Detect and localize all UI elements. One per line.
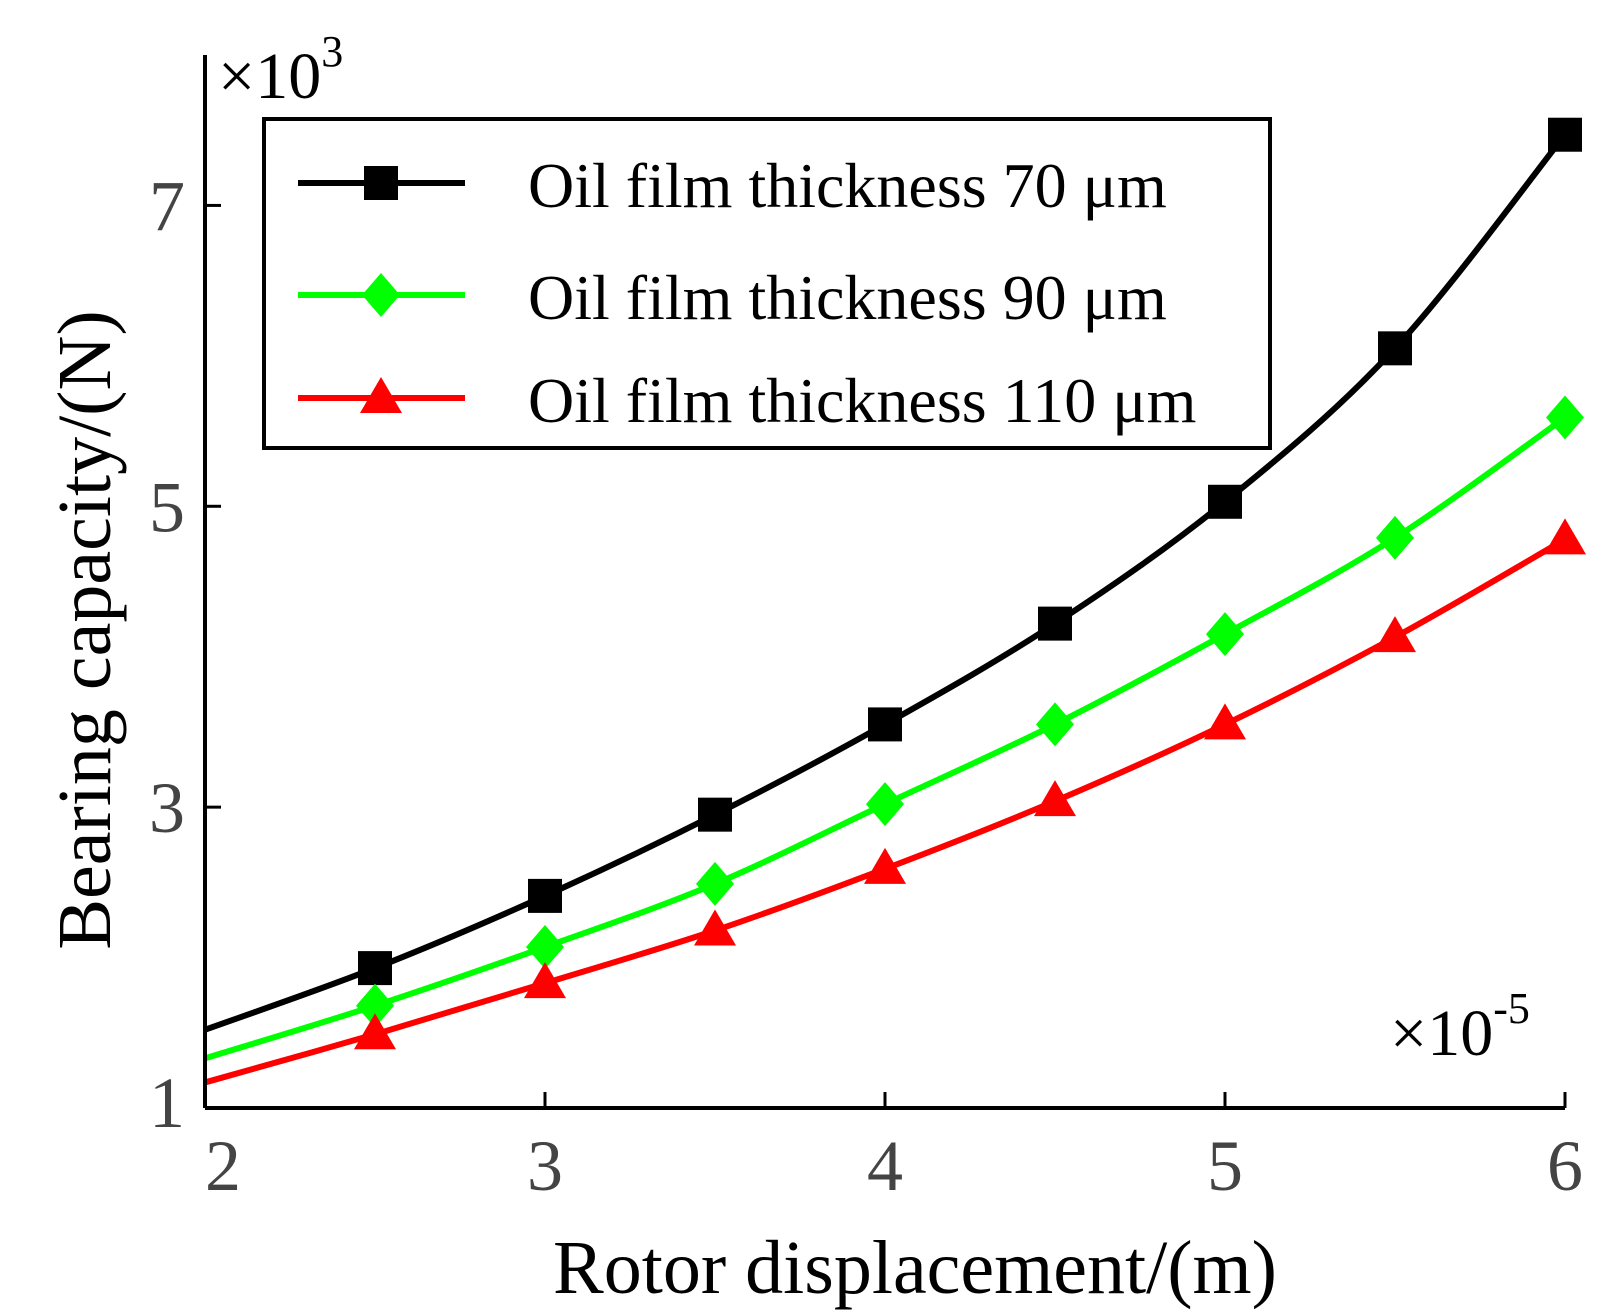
series-3-point-3 — [694, 909, 736, 946]
x-tick-label: 5 — [1207, 1126, 1243, 1206]
legend-label-3: Oil film thickness 110 μm — [528, 365, 1196, 436]
legend-box — [262, 117, 1272, 450]
y-multiplier-exponent: 3 — [321, 27, 343, 76]
series-line-1 — [203, 132, 1568, 1033]
series-2-point-3 — [696, 861, 734, 906]
series-1-point-4 — [868, 707, 902, 742]
y-tick-label: 5 — [149, 467, 185, 547]
y-tick-label: 7 — [149, 166, 185, 246]
y-tick-label: 3 — [149, 768, 185, 848]
legend-marker-1 — [364, 166, 398, 200]
series-3-point-1 — [354, 1013, 396, 1050]
series-1-point-7 — [1378, 331, 1412, 366]
legend-marker-2 — [362, 273, 400, 317]
legend-label-1: Oil film thickness 70 μm — [528, 150, 1167, 221]
series-3-point-7 — [1374, 616, 1416, 653]
series-3-point-8 — [1544, 518, 1586, 555]
x-multiplier: ×10-5 — [1390, 984, 1530, 1070]
series-3-point-2 — [524, 962, 566, 999]
series-2-point-4 — [866, 782, 904, 827]
y-multiplier-base: ×10 — [218, 40, 321, 113]
series-1-point-6 — [1208, 484, 1242, 519]
series-1-point-8 — [1548, 117, 1582, 152]
series-2-point-7 — [1376, 515, 1414, 560]
legend-label-2: Oil film thickness 90 μm — [528, 262, 1167, 333]
series-3-point-6 — [1204, 703, 1246, 740]
x-axis-label: Rotor displacement/(m) — [553, 1226, 1277, 1310]
y-axis-label: Bearing capacity/(N) — [43, 310, 127, 949]
y-multiplier: ×103 — [218, 27, 343, 113]
x-tick-label: 3 — [527, 1126, 563, 1206]
series-2-point-8 — [1546, 395, 1584, 440]
series-1-point-3 — [698, 797, 732, 832]
legend-marker-3 — [360, 377, 402, 413]
series-2-point-5 — [1036, 702, 1074, 747]
legend: Oil film thickness 70 μm Oil film thickne… — [262, 117, 1272, 450]
series-1-point-5 — [1038, 606, 1072, 641]
series-2-point-1 — [356, 983, 394, 1028]
x-tick-label: 6 — [1547, 1126, 1583, 1206]
series-3-point-5 — [1034, 780, 1076, 817]
series-1-point-1 — [358, 951, 392, 986]
series-2-point-2 — [526, 925, 564, 970]
x-multiplier-base: ×10 — [1390, 997, 1493, 1070]
x-multiplier-exponent: -5 — [1493, 984, 1530, 1033]
series-2-point-6 — [1206, 612, 1244, 657]
y-tick-label: 1 — [149, 1063, 185, 1143]
x-tick-label: 2 — [205, 1126, 241, 1206]
x-tick-label: 4 — [867, 1126, 903, 1206]
series-1-point-2 — [528, 878, 562, 913]
series-3-point-4 — [864, 847, 906, 884]
